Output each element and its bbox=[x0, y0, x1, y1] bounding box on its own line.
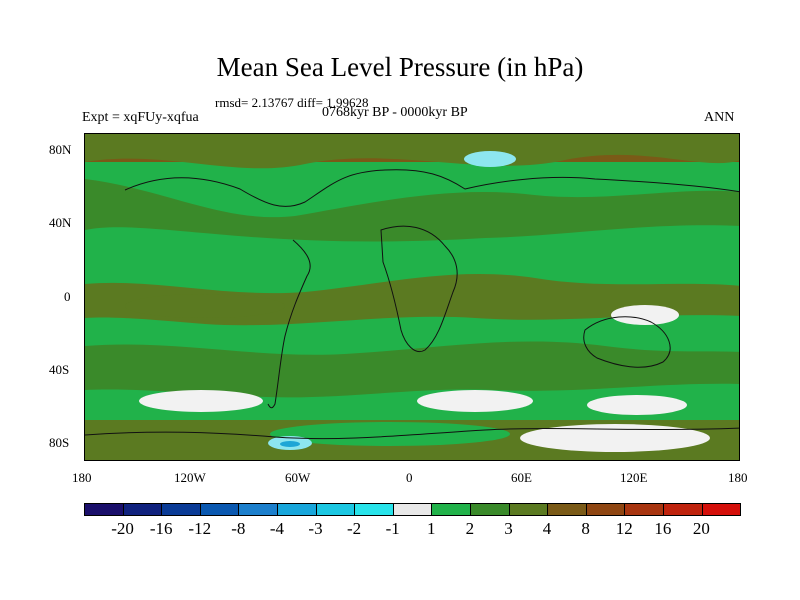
colorbar-label: 3 bbox=[504, 519, 513, 538]
colorbar-cell bbox=[84, 503, 124, 516]
statistics-label: rmsd= 2.13767 diff= 1.99628 bbox=[215, 95, 369, 110]
latitude-tick-0: 0 bbox=[64, 289, 71, 304]
australia-coastline bbox=[583, 316, 671, 368]
colorbar-cell bbox=[701, 503, 742, 516]
north-pressure-ridge bbox=[85, 134, 739, 169]
period-label: 0768kyr BP - 0000kyr BP bbox=[322, 105, 468, 120]
antarctic-white-patch bbox=[520, 424, 710, 452]
colorbar-label: -20 bbox=[111, 519, 134, 538]
pressure-colorbar bbox=[84, 503, 742, 516]
season-label: ANN bbox=[704, 110, 735, 125]
south-atlantic-white-patch bbox=[417, 390, 533, 412]
colorbar-label: -8 bbox=[231, 519, 246, 538]
colorbar-label: -2 bbox=[347, 519, 362, 538]
colorbar-label: 2 bbox=[465, 519, 475, 538]
pressure-map bbox=[84, 133, 740, 461]
longitude-tick-120e: 120E bbox=[620, 470, 648, 485]
south-indian-white-patch bbox=[587, 395, 687, 415]
experiment-label: Expt = xqFUy-xqfua bbox=[82, 110, 199, 125]
colorbar-cell bbox=[431, 503, 471, 516]
longitude-tick-180-left: 180 bbox=[72, 470, 92, 485]
colorbar-cell bbox=[624, 503, 664, 516]
colorbar-cell bbox=[354, 503, 394, 516]
latitude-tick-40s: 40S bbox=[49, 362, 70, 377]
colorbar-label: 1 bbox=[427, 519, 436, 538]
latitude-tick-40n: 40N bbox=[49, 215, 72, 230]
north-midlatitude-band bbox=[85, 179, 739, 242]
africa-coastline bbox=[380, 225, 458, 352]
colorbar-cell bbox=[392, 503, 433, 516]
colorbar-cell bbox=[547, 503, 587, 516]
colorbar-cell bbox=[508, 503, 549, 516]
colorbar-cell bbox=[469, 503, 510, 516]
colorbar-label: -4 bbox=[269, 519, 285, 538]
colorbar-cell bbox=[585, 503, 626, 516]
map-title: Mean Sea Level Pressure (in hPa) bbox=[216, 52, 584, 82]
south-america-coastline bbox=[267, 239, 311, 409]
colorbar-cell bbox=[238, 503, 278, 516]
colorbar-cell bbox=[122, 503, 163, 516]
southern-midlatitude-band bbox=[85, 341, 739, 398]
antarctic-green-patch bbox=[270, 422, 510, 446]
map-svg bbox=[85, 134, 739, 460]
colorbar-label: -12 bbox=[188, 519, 212, 538]
indian-ocean-white-patch bbox=[611, 305, 679, 325]
antarctic-blue-core bbox=[280, 441, 300, 447]
colorbar-label: 16 bbox=[654, 519, 672, 538]
longitude-tick-0: 0 bbox=[406, 470, 413, 485]
longitude-tick-60w: 60W bbox=[285, 470, 311, 485]
colorbar-cell bbox=[315, 503, 356, 516]
colorbar-label: -3 bbox=[308, 519, 323, 538]
south-pacific-anomaly bbox=[125, 294, 285, 318]
longitude-tick-60e: 60E bbox=[511, 470, 532, 485]
colorbar-label: 4 bbox=[542, 519, 552, 538]
colorbar-cell bbox=[161, 503, 201, 516]
antarctica-coastline bbox=[85, 427, 739, 440]
longitude-tick-180-right: 180 bbox=[728, 470, 748, 485]
colorbar-cell bbox=[199, 503, 240, 516]
south-pacific-white-patch bbox=[139, 390, 263, 412]
colorbar-cell bbox=[276, 503, 317, 516]
colorbar-label: 8 bbox=[581, 519, 590, 538]
latitude-tick-80s: 80S bbox=[49, 435, 70, 450]
colorbar-label: -16 bbox=[149, 519, 173, 538]
colorbar-label: -1 bbox=[385, 519, 400, 538]
arctic-cyan-patch bbox=[464, 151, 516, 167]
colorbar-label: 20 bbox=[692, 519, 710, 538]
latitude-tick-80n: 80N bbox=[49, 142, 72, 157]
longitude-tick-120w: 120W bbox=[174, 470, 206, 485]
colorbar-label: 12 bbox=[615, 519, 633, 538]
colorbar-cell bbox=[662, 503, 703, 516]
northern-coastline bbox=[124, 169, 739, 207]
